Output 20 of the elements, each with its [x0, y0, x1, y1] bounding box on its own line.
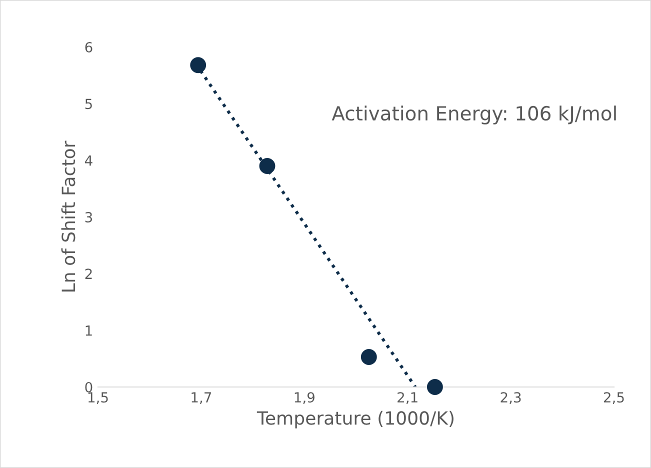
- y-tick-label: 1: [86, 325, 92, 336]
- y-tick-label: 0: [85, 382, 92, 392]
- y-axis-title: Ln of Shift Factor: [61, 140, 76, 292]
- y-tick-label: 4: [84, 155, 92, 166]
- point: [360, 348, 377, 365]
- point: [259, 158, 276, 174]
- annotation: Activation Energy: 106 kJ/mol: [332, 106, 616, 124]
- x-tick-label: 2,1: [398, 392, 418, 404]
- point: [190, 57, 206, 74]
- x-tick-label: 2,3: [500, 392, 521, 404]
- x-tick-label: 1,9: [294, 392, 314, 404]
- x-tick-label: 1,5: [88, 392, 108, 404]
- point: [426, 379, 443, 395]
- y-tick-label: 6: [85, 42, 92, 52]
- y-tick-label: 5: [85, 98, 92, 110]
- x-tick-label: 2,5: [604, 392, 624, 404]
- x-axis-title: Temperature (1000/K): [256, 410, 454, 428]
- x-tick-label: 1,7: [192, 392, 212, 404]
- y-tick-label: 2: [85, 268, 92, 279]
- y-tick-label: 3: [85, 212, 92, 222]
